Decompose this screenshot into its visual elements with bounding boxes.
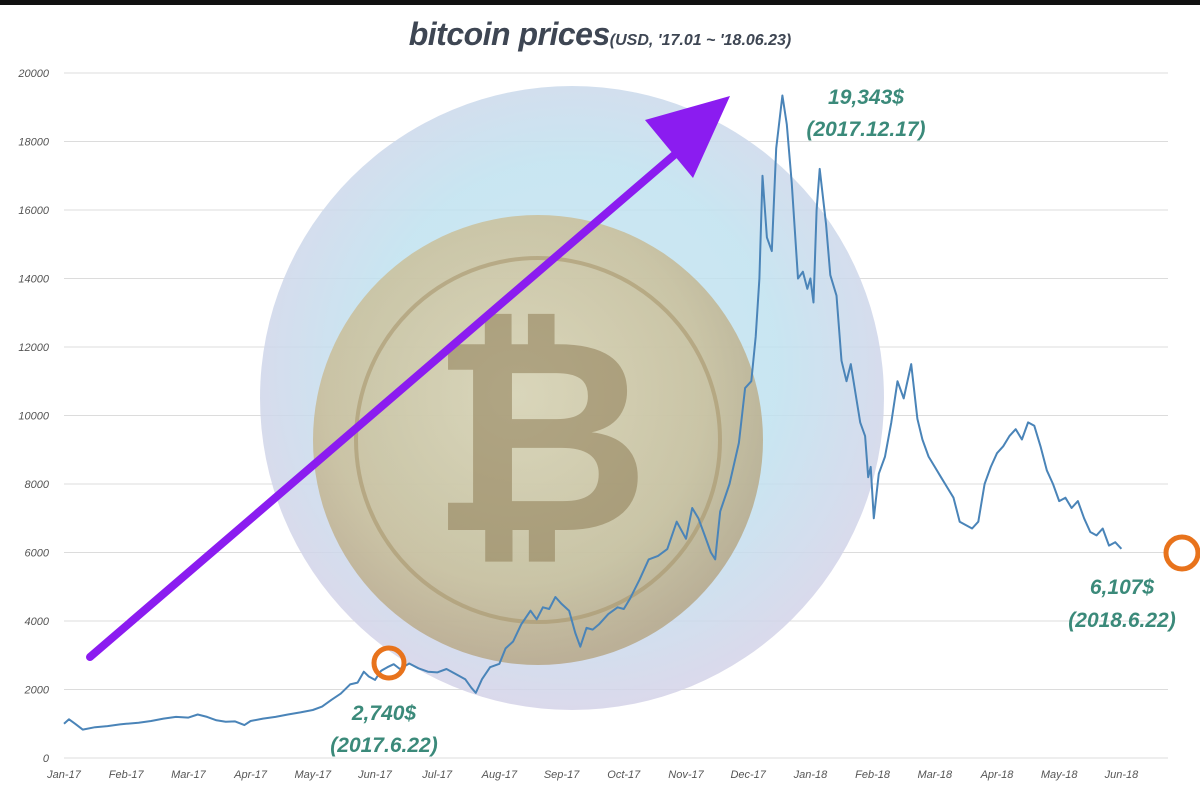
end-marker — [1163, 534, 1200, 572]
y-tick-label: 2000 — [24, 685, 50, 697]
y-tick-label: 18000 — [18, 137, 49, 149]
y-tick-label: 14000 — [18, 274, 49, 286]
chart-title-subtitle: (USD, '17.01 ~ '18.06.23) — [609, 32, 792, 49]
x-tick-label: Jun-17 — [357, 769, 393, 781]
bitcoin-coin-inner-ring — [354, 256, 722, 624]
trend-arrow-head-icon — [645, 96, 730, 178]
background-image: ₿ — [260, 86, 884, 710]
y-tick-label: 4000 — [25, 616, 50, 628]
bitcoin-coin-image — [313, 215, 763, 665]
peak-value-label: 19,343$ — [828, 86, 904, 109]
x-tick-label: Apr-17 — [233, 769, 268, 781]
chart-title-main: bitcoin prices — [408, 16, 611, 52]
x-tick-label: Mar-18 — [917, 769, 953, 781]
x-tick-label: Jan-18 — [793, 769, 829, 781]
x-tick-label: Sep-17 — [544, 769, 580, 781]
y-tick-label: 12000 — [18, 342, 49, 354]
x-tick-label: Oct-17 — [607, 769, 641, 781]
top-frame-bar — [0, 0, 1200, 5]
x-tick-label: Aug-17 — [481, 769, 518, 781]
end-value-label: 6,107$ — [1090, 576, 1155, 599]
annotations: 19,343$ (2017.12.17) 6,107$ (2018.6.22) … — [330, 86, 1175, 757]
y-tick-label: 6000 — [25, 548, 50, 560]
y-tick-label: 16000 — [18, 205, 49, 217]
trend-arrow-shaft — [86, 146, 684, 661]
x-tick-label: Nov-17 — [668, 769, 704, 781]
june17-date-label: (2017.6.22) — [330, 734, 437, 757]
x-tick-label: May-17 — [294, 769, 332, 781]
x-tick-label: May-18 — [1041, 769, 1079, 781]
x-tick-label: Dec-17 — [730, 769, 766, 781]
x-tick-label: Apr-18 — [980, 769, 1015, 781]
x-tick-label: Jul-17 — [421, 769, 453, 781]
x-tick-label: Feb-18 — [855, 769, 891, 781]
x-tick-label: Mar-17 — [171, 769, 207, 781]
y-tick-label: 0 — [43, 753, 50, 765]
peak-date-label: (2017.12.17) — [806, 118, 925, 141]
chart-title: bitcoin prices(USD, '17.01 ~ '18.06.23) — [0, 16, 1200, 53]
y-tick-label: 20000 — [17, 68, 49, 80]
highlight-markers — [371, 534, 1200, 681]
june17-value-label: 2,740$ — [351, 702, 417, 725]
y-tick-label: 8000 — [25, 479, 50, 491]
x-tick-label: Jun-18 — [1104, 769, 1140, 781]
price-series-line — [63, 94, 1123, 731]
trend-arrow — [86, 96, 730, 661]
end-date-label: (2018.6.22) — [1068, 609, 1175, 632]
x-axis-ticks: Jan-17 Feb-17 Mar-17 Apr-17 May-17 Jun-17 Jul-… — [46, 769, 1139, 781]
y-axis-ticks: 0 2000 4000 6000 8000 10000 12000 14000 16000 180… — [17, 68, 49, 765]
x-tick-label: Feb-17 — [109, 769, 145, 781]
x-tick-label: Jan-17 — [46, 769, 82, 781]
y-tick-label: 10000 — [18, 411, 49, 423]
june17-marker — [371, 645, 407, 681]
